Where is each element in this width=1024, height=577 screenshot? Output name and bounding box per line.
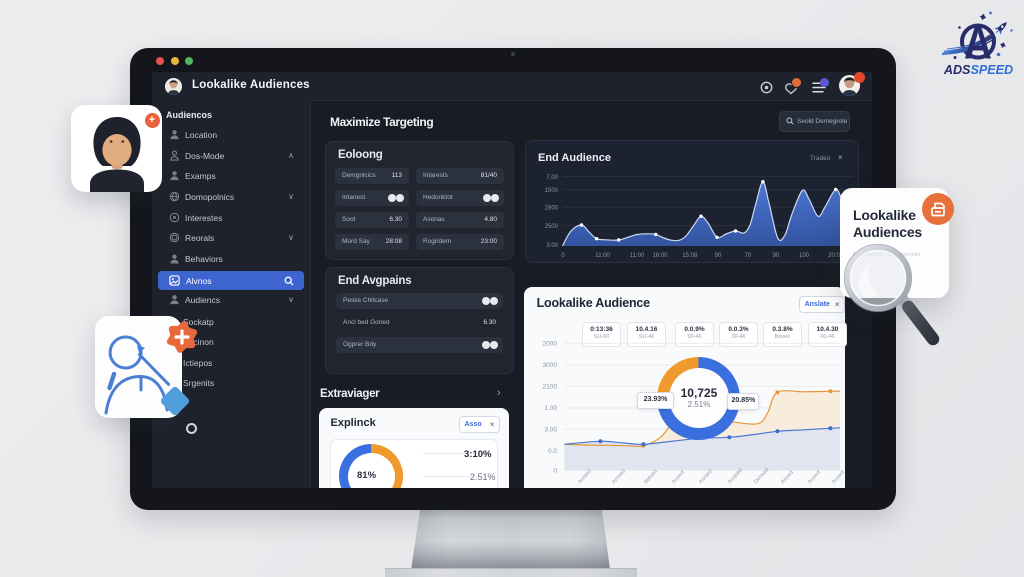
svg-text:1500: 1500 — [545, 188, 559, 194]
svg-text:Ansed: Ansed — [807, 469, 822, 485]
svg-text:0: 0 — [553, 467, 557, 474]
svg-text:Ansed: Ansed — [671, 469, 686, 485]
svg-text:0.0: 0.0 — [548, 448, 557, 455]
svg-text:Asnied: Asnied — [698, 469, 714, 486]
svg-text:3000: 3000 — [542, 362, 557, 369]
svg-text:11:00: 11:00 — [595, 253, 610, 259]
svg-text:Ansed: Ansed — [831, 469, 845, 485]
svg-text:90: 90 — [715, 253, 722, 259]
svg-text:100: 100 — [799, 253, 810, 259]
svg-text:0: 0 — [561, 253, 565, 259]
svg-text:ADSSPEED: ADSSPEED — [943, 63, 1013, 77]
svg-text:3:00: 3:00 — [546, 243, 558, 249]
svg-text:3.00: 3.00 — [544, 426, 557, 433]
svg-text:2100: 2100 — [542, 383, 557, 390]
svg-text:A: A — [964, 18, 992, 69]
svg-text:15:08: 15:08 — [682, 253, 698, 259]
svg-text:11:00: 11:00 — [630, 253, 645, 259]
svg-text:2000: 2000 — [542, 340, 557, 347]
svg-text:7,00: 7,00 — [546, 175, 558, 181]
svg-text:2500: 2500 — [545, 224, 559, 230]
svg-text:Airsed: Airsed — [780, 469, 795, 485]
svg-text:Ansied: Ansied — [577, 469, 593, 486]
svg-text:1.00: 1.00 — [544, 405, 557, 412]
svg-text:2800: 2800 — [545, 206, 559, 212]
svg-text:90: 90 — [773, 253, 780, 259]
svg-text:70: 70 — [744, 253, 751, 259]
svg-text:Arnsed: Arnsed — [611, 468, 627, 485]
svg-text:Belsed: Belsed — [643, 469, 659, 486]
svg-text:20:0: 20:0 — [828, 253, 840, 259]
svg-text:16:00: 16:00 — [652, 253, 668, 259]
